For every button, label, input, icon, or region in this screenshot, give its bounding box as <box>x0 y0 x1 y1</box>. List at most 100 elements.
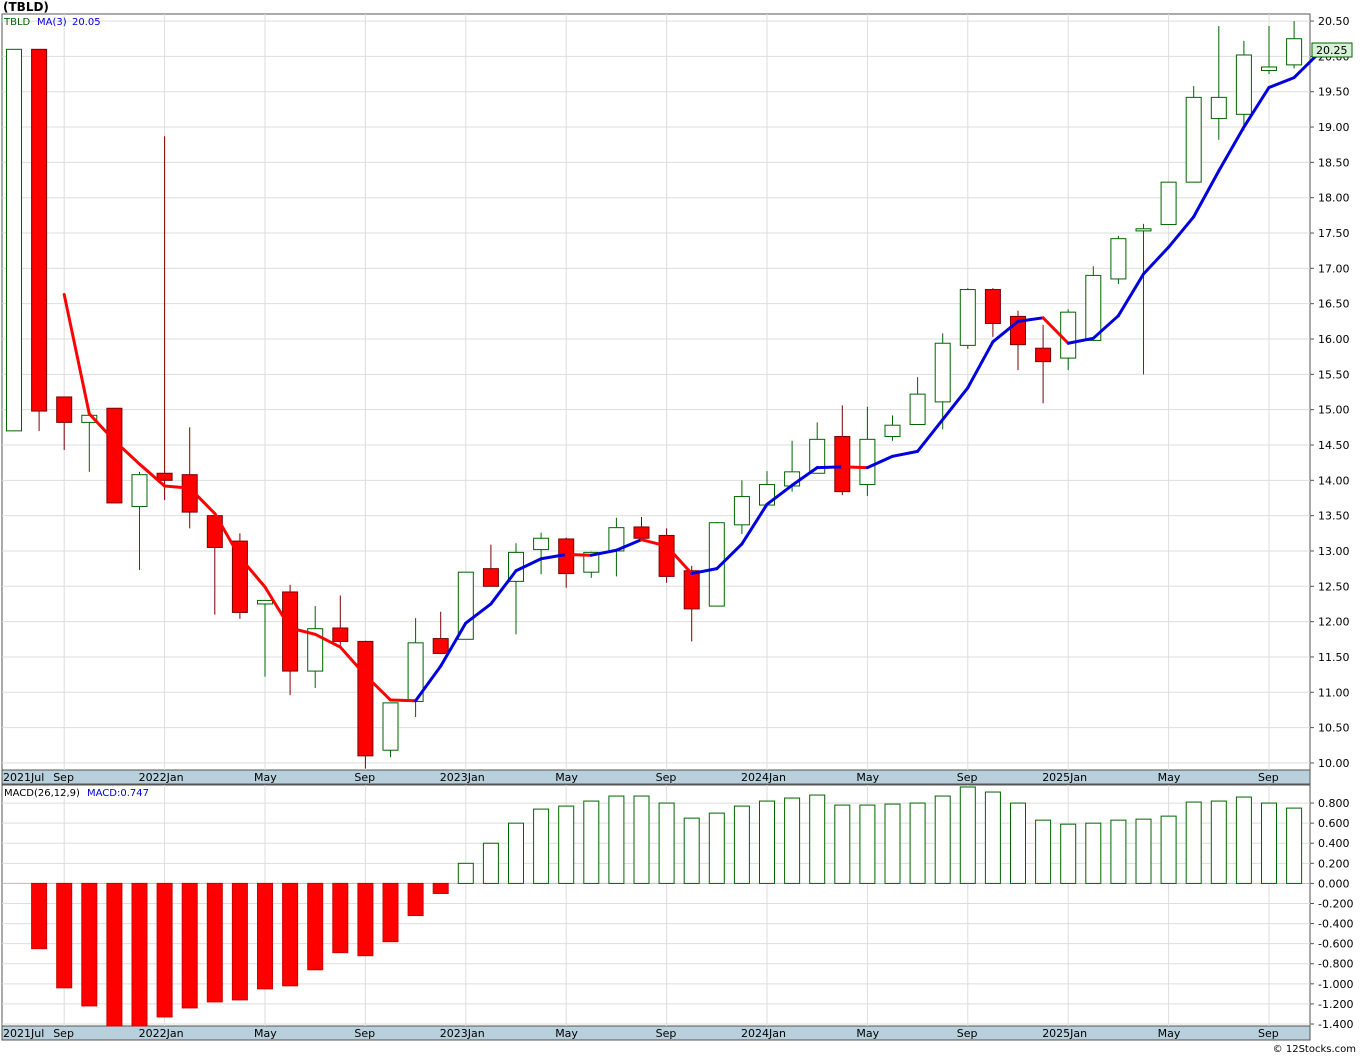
candle-body <box>1210 96 1227 120</box>
price-y-axis: 10.00 10.50 11.00 11.50 12.00 12.50 13.00 13.50… <box>1310 15 1350 770</box>
candle <box>131 471 148 571</box>
candle <box>106 407 123 504</box>
macd-bar <box>884 803 901 884</box>
macd-x-tick-label: 2023Jan <box>440 1027 485 1040</box>
candle-body <box>457 571 474 640</box>
ma-segment <box>740 502 769 546</box>
macd-bar <box>457 862 474 884</box>
candle <box>809 422 826 474</box>
candle-body <box>859 438 876 486</box>
macd-bar <box>282 882 299 987</box>
candle-body <box>231 540 248 613</box>
price-tick-label: 14.50 <box>1318 439 1350 452</box>
candle-body <box>1085 274 1102 341</box>
macd-tick-label: -0.200 <box>1318 897 1353 910</box>
x-tick-label: 2021Jul <box>3 771 44 784</box>
macd-x-tick-label: 2024Jan <box>741 1027 786 1040</box>
macd-bar <box>1060 823 1077 884</box>
candle-body <box>533 537 550 551</box>
macd-tick-label: 0.800 <box>1318 797 1350 810</box>
candle <box>1110 235 1127 284</box>
candle <box>1035 324 1052 404</box>
ma-segment <box>1066 336 1095 345</box>
macd-bar <box>332 882 349 954</box>
ma-segment <box>1142 245 1171 276</box>
macd-x-tick-label: 2025Jan <box>1042 1027 1087 1040</box>
x-tick-label: Sep <box>53 771 74 784</box>
candle-body <box>834 436 851 493</box>
ma-segment <box>991 319 1020 344</box>
macd-bar <box>759 800 775 884</box>
ma-segment <box>112 439 141 466</box>
macd-bar <box>1135 818 1152 884</box>
macd-bar <box>558 805 575 884</box>
candle <box>984 288 1001 337</box>
candle <box>909 377 926 426</box>
price-tick-label: 11.50 <box>1318 651 1350 664</box>
candle-body <box>683 570 700 610</box>
ma-segment <box>1016 316 1045 323</box>
ma-segment <box>966 340 995 390</box>
candles <box>6 21 1303 769</box>
candle-body <box>1261 66 1277 72</box>
macd-bar <box>407 882 424 917</box>
x-tick-label: 2025Jan <box>1042 771 1087 784</box>
price-grid <box>2 14 1310 770</box>
macd-tick-label: 0.200 <box>1318 857 1350 870</box>
macd-x-tick-label: May <box>555 1027 578 1040</box>
macd-bar <box>1235 796 1252 884</box>
last-price-tag <box>1311 42 1353 58</box>
candle-body <box>257 599 273 605</box>
candle-body <box>1135 228 1152 232</box>
ma-segment <box>87 412 116 443</box>
ma-segment <box>414 664 443 703</box>
ma-segment <box>1267 76 1296 89</box>
x-tick-label: Sep <box>354 771 375 784</box>
candle <box>181 427 198 529</box>
candle-body <box>809 438 826 474</box>
macd-bar <box>633 795 650 884</box>
macd-bars <box>31 786 1303 1027</box>
macd-bar <box>131 882 148 1027</box>
ma-segment <box>1242 85 1271 129</box>
price-tick-label: 16.50 <box>1318 298 1350 311</box>
candle-body <box>432 638 449 654</box>
candle <box>834 405 851 496</box>
macd-x-tick-label: Sep <box>354 1027 375 1040</box>
candle-body <box>382 702 399 751</box>
candle-body <box>1110 238 1127 280</box>
candle <box>1235 40 1252 131</box>
macd-bar <box>1210 800 1227 884</box>
x-tick-label: 2023Jan <box>440 771 485 784</box>
macd-bar <box>1085 822 1102 884</box>
candle-body <box>934 342 951 403</box>
last-price-value: 20.25 <box>1316 44 1348 57</box>
ma-segment <box>338 645 367 677</box>
macd-bar <box>231 882 248 1001</box>
price-tick-label: 19.00 <box>1318 121 1350 134</box>
candle <box>884 415 901 441</box>
x-axis-labels: 2021Jul 2021Jul Sep Sep 2022Jan 2022Jan May May… <box>3 771 1279 1040</box>
macd-tick-label: -1.000 <box>1318 978 1353 991</box>
ma-segment <box>1167 215 1196 249</box>
candle <box>156 136 173 501</box>
macd-bar <box>1160 815 1177 884</box>
ma-segment <box>263 585 292 630</box>
macd-bar <box>307 882 324 971</box>
ma-segment <box>188 486 217 516</box>
price-legend-ticker: TBLD <box>3 17 31 28</box>
price-axis-band <box>1 769 1311 785</box>
ma-segment <box>614 538 643 552</box>
macd-x-tick-label: May <box>856 1027 879 1040</box>
macd-x-tick-label: Sep <box>1258 1027 1279 1040</box>
macd-bar <box>432 882 449 894</box>
ma-segment <box>514 557 543 573</box>
ma-segment <box>1192 169 1221 219</box>
candle-body <box>733 496 750 526</box>
macd-bar <box>31 882 48 950</box>
macd-bar <box>1286 807 1303 884</box>
watermark: © 12Stocks.com <box>1272 1044 1356 1055</box>
x-tick-label: May <box>254 771 277 784</box>
candle <box>959 288 976 349</box>
ma-segment <box>589 548 618 557</box>
